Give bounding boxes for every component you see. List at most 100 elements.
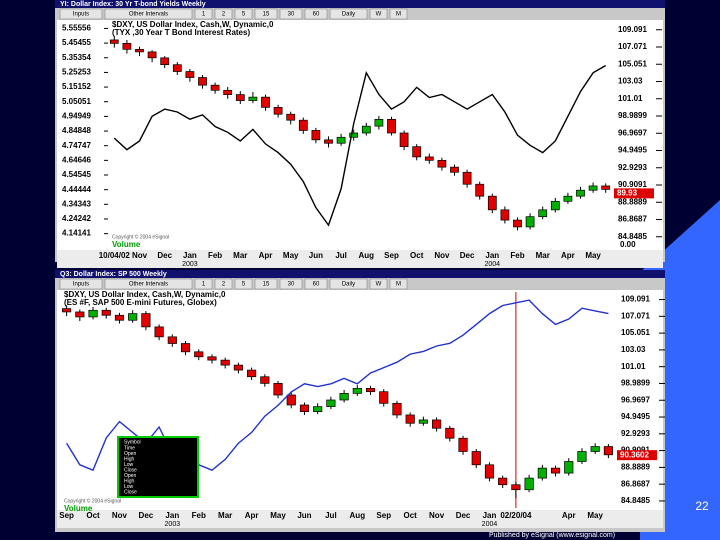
toolbar-label[interactable]: W: [376, 282, 382, 288]
y-tick-label: 96.9697: [621, 395, 650, 404]
y2-tick-label: 4.64646: [62, 155, 91, 164]
toolbar-label[interactable]: M: [396, 282, 401, 288]
candle-body: [101, 309, 111, 316]
x-tick-label: Apr: [259, 251, 273, 260]
candle-body: [498, 477, 508, 486]
candle-body: [537, 467, 547, 479]
toolbar-label[interactable]: Other Intervals: [129, 282, 168, 288]
candle-body: [458, 437, 468, 452]
toolbar-button[interactable]: [389, 8, 408, 20]
toolbar-label[interactable]: 1: [202, 282, 206, 288]
candle-body: [235, 94, 245, 101]
candle-body: [550, 200, 560, 211]
toolbar-label[interactable]: 30: [288, 282, 295, 288]
toolbar-button[interactable]: [214, 8, 233, 20]
data-window-row: Low: [124, 484, 134, 490]
toolbar-label[interactable]: Daily: [342, 282, 355, 288]
candle-body: [339, 393, 349, 401]
x-tick-label: Aug: [359, 251, 375, 260]
toolbar-label[interactable]: Inputs: [73, 282, 89, 288]
candle-body: [62, 308, 72, 313]
candle-body: [88, 309, 98, 318]
toolbar-label[interactable]: Other Intervals: [129, 12, 168, 18]
toolbar-button[interactable]: [279, 278, 303, 290]
toolbar-label[interactable]: 2: [222, 12, 226, 18]
candle-body: [185, 71, 195, 78]
x-tick-label: Nov: [132, 251, 148, 260]
y-tick-label: 88.8889: [618, 197, 647, 206]
toolbar-button[interactable]: [329, 8, 368, 20]
candle-body: [361, 125, 371, 134]
toolbar-label[interactable]: 5: [242, 12, 246, 18]
candle-body: [432, 419, 442, 429]
toolbar-button[interactable]: [329, 278, 368, 290]
toolbar-label[interactable]: 15: [263, 12, 270, 18]
candle-body: [273, 107, 283, 115]
toolbar-button[interactable]: [389, 278, 408, 290]
y-tick-label: 109.091: [618, 25, 647, 34]
toolbar-label[interactable]: 15: [263, 282, 270, 288]
x-tick-label: Jul: [335, 251, 347, 260]
toolbar-button[interactable]: [254, 8, 278, 20]
legend-entry: (TYX ,30 Year T Bond Interest Rates): [112, 28, 250, 37]
plot-area: [57, 20, 663, 250]
x-tick-label: Jun: [297, 511, 311, 520]
toolbar-label[interactable]: Inputs: [73, 12, 89, 18]
toolbar-label[interactable]: M: [396, 12, 401, 18]
candle-body: [352, 388, 362, 394]
toolbar-button[interactable]: [304, 278, 328, 290]
x-tick-label: Sep: [376, 511, 391, 520]
y-tick-label: 109.091: [621, 295, 650, 304]
candle-body: [424, 156, 434, 161]
toolbar-button[interactable]: [194, 8, 213, 20]
toolbar-label[interactable]: 5: [242, 282, 246, 288]
toolbar-label[interactable]: 1: [202, 12, 206, 18]
candle-body: [379, 391, 389, 404]
toolbar-button[interactable]: [194, 278, 213, 290]
y-tick-label: 86.8687: [621, 479, 650, 488]
line-series: [113, 64, 607, 227]
volume-readout: 0.00: [620, 240, 636, 249]
x-sublabel: 2003: [165, 521, 181, 528]
toolbar-label[interactable]: 60: [313, 282, 320, 288]
toolbar-label[interactable]: Daily: [342, 12, 355, 18]
toolbar-button[interactable]: [104, 278, 193, 290]
toolbar-button[interactable]: [104, 8, 193, 20]
toolbar-button[interactable]: [214, 278, 233, 290]
candle-body: [128, 313, 138, 321]
candle-body: [260, 376, 270, 384]
y2-tick-label: 4.14141: [62, 229, 91, 238]
toolbar-button[interactable]: [234, 8, 253, 20]
candle-body: [194, 351, 204, 358]
toolbar-label[interactable]: 2: [222, 282, 226, 288]
x-tick-label: Dec: [139, 511, 154, 520]
x-tick-label: Jul: [325, 511, 337, 520]
candle-body: [392, 402, 402, 416]
y-tick-label: 103.03: [618, 77, 643, 86]
candle-body: [247, 369, 257, 378]
toolbar-button[interactable]: [369, 278, 388, 290]
x-tick-label: 02/20/04: [500, 511, 532, 520]
y-tick-label: 103.03: [621, 345, 646, 354]
toolbar-button[interactable]: [304, 8, 328, 20]
candle-body: [487, 195, 497, 211]
x-tick-label: Apr: [562, 511, 576, 520]
candle-body: [273, 383, 283, 396]
toolbar-button[interactable]: [254, 278, 278, 290]
toolbar-button[interactable]: [59, 278, 103, 290]
toolbar-label[interactable]: W: [376, 12, 382, 18]
toolbar-label[interactable]: 60: [313, 12, 320, 18]
candle-body: [524, 477, 534, 491]
x-tick-label: Dec: [157, 251, 172, 260]
legend-entry: (ES #F, SAP 500 E-mini Futures, Globex): [64, 298, 217, 307]
candle-body: [207, 356, 217, 361]
y-tick-label: 101.01: [621, 362, 646, 371]
toolbar-button[interactable]: [234, 278, 253, 290]
y2-tick-label: 4.74747: [62, 141, 91, 150]
candle-body: [122, 42, 132, 50]
footer: Published by eSignal (www.esignal.com): [489, 532, 615, 539]
toolbar-button[interactable]: [369, 8, 388, 20]
toolbar-button[interactable]: [279, 8, 303, 20]
toolbar-label[interactable]: 30: [288, 12, 295, 18]
toolbar-button[interactable]: [59, 8, 103, 20]
